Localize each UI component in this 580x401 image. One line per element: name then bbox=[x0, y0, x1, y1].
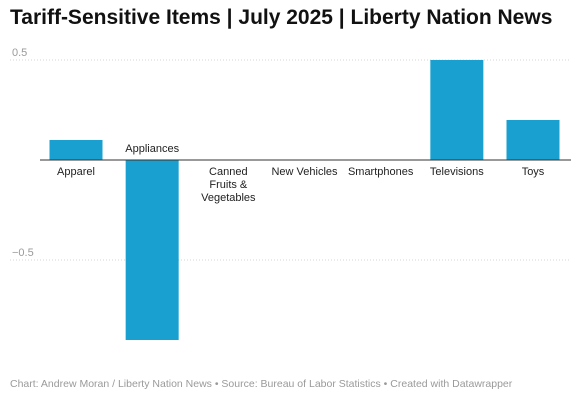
category-label-line: Vegetables bbox=[201, 192, 256, 204]
y-tick-label: −0.5 bbox=[12, 247, 34, 259]
category-label-line: Apparel bbox=[57, 166, 95, 178]
category-label: Appliances bbox=[125, 143, 179, 155]
category-label-line: Fruits & bbox=[209, 179, 248, 191]
category-label: Toys bbox=[522, 166, 545, 178]
category-label-line: Appliances bbox=[125, 143, 179, 155]
category-label: Canned Fruits & Vegetables bbox=[201, 166, 256, 204]
category-label: Televisions bbox=[430, 166, 484, 178]
chart-title: Tariff-Sensitive Items | July 2025 | Lib… bbox=[10, 6, 553, 29]
category-label: Apparel bbox=[57, 166, 95, 178]
bar-appliances bbox=[125, 160, 179, 340]
category-label-line: Smartphones bbox=[348, 166, 414, 178]
bar-apparel bbox=[49, 140, 103, 160]
bars bbox=[49, 60, 560, 340]
gridlines: 0.5 −0.5 bbox=[10, 47, 571, 261]
category-label-line: Toys bbox=[522, 166, 545, 178]
category-label-line: Canned bbox=[209, 166, 248, 178]
bar-toys bbox=[506, 120, 560, 160]
category-labels: Apparel Appliances Canned Fruits & Vegetable… bbox=[57, 143, 545, 204]
category-label: New Vehicles bbox=[271, 166, 338, 178]
category-label-line: New Vehicles bbox=[271, 166, 338, 178]
bar-televisions bbox=[430, 60, 484, 160]
chart-footer-credits: Chart: Andrew Moran / Liberty Nation New… bbox=[10, 378, 513, 390]
y-tick-label: 0.5 bbox=[12, 47, 27, 59]
category-label-line: Televisions bbox=[430, 166, 484, 178]
category-label: Smartphones bbox=[348, 166, 414, 178]
